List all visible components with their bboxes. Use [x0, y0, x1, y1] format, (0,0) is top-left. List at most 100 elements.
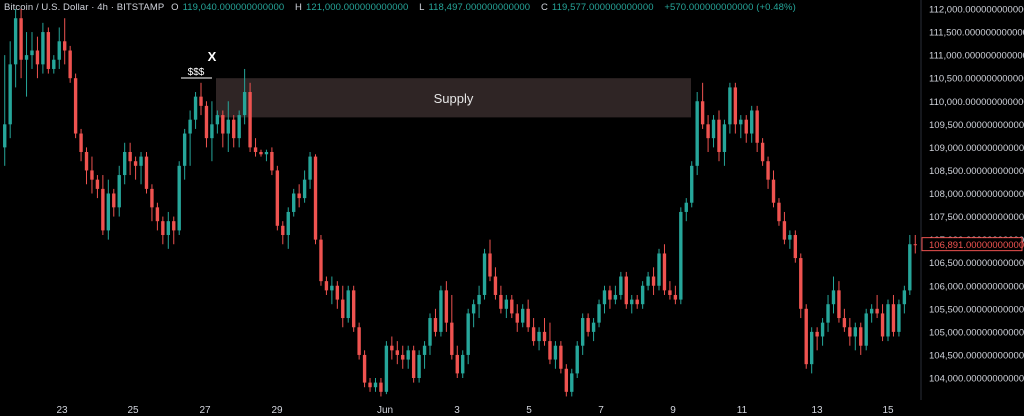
candle-body — [57, 41, 61, 60]
candle-body — [717, 119, 721, 152]
candle-body — [68, 50, 72, 79]
candle-body — [390, 345, 394, 351]
time-tick-label: 27 — [199, 405, 211, 416]
candle-body — [221, 115, 225, 134]
candles-layer — [3, 9, 917, 397]
time-tick-label: 23 — [56, 405, 68, 416]
candle-body — [902, 290, 907, 305]
candle-body — [193, 96, 198, 120]
candle-body — [411, 350, 416, 378]
price-tick-label: 110,500.000000000000 — [929, 74, 1024, 85]
candle-body — [275, 170, 280, 226]
candle-body — [728, 87, 732, 125]
candle-body — [461, 354, 465, 374]
price-tick-label: 107,500.000000000000 — [929, 212, 1024, 223]
time-axis[interactable]: 23 25 27 29 Jun 3 5 7 9 11 13 15 — [56, 405, 894, 416]
candle-body — [570, 373, 574, 392]
candle-body — [302, 179, 307, 199]
time-tick-label: 29 — [271, 405, 283, 416]
price-tick-label: 109,500.000000000000 — [929, 120, 1024, 131]
candle-body — [13, 18, 18, 65]
candle-body — [722, 124, 727, 152]
candle-body — [128, 151, 132, 162]
candle-body — [837, 290, 841, 319]
time-tick-label: 5 — [526, 405, 532, 416]
candle-body — [46, 32, 51, 69]
candle-body — [330, 285, 334, 291]
candle-body — [875, 308, 879, 314]
candle-body — [422, 345, 427, 355]
candle-body — [150, 188, 154, 208]
symbol-label: Bitcoin / U.S. Dollar · 4h · BITSTAMP — [4, 2, 165, 13]
candle-body — [24, 55, 29, 60]
candle-body — [504, 299, 509, 309]
candle-body — [30, 50, 34, 56]
candle-body — [831, 290, 836, 305]
candle-body — [35, 50, 40, 65]
candle-body — [760, 142, 765, 162]
price-tick-label: 105,000.000000000000 — [929, 327, 1024, 338]
candle-body — [117, 175, 121, 208]
candle-body — [172, 221, 176, 231]
candle-body — [799, 258, 803, 309]
candle-body — [619, 276, 623, 295]
open-value: O 119,040.000000000000 — [171, 2, 285, 13]
candle-body — [586, 318, 590, 332]
candle-body — [226, 119, 230, 134]
candle-body — [548, 341, 552, 360]
price-axis[interactable]: 112,000.000000000000 111,500.000000000000… — [929, 5, 1024, 385]
supply-zone — [216, 78, 691, 118]
candle-body — [521, 308, 525, 323]
candle-body — [630, 299, 634, 305]
time-tick-label: 15 — [882, 405, 894, 416]
price-tick-label: 110,000.000000000000 — [929, 97, 1024, 108]
candle-body — [155, 207, 160, 222]
candle-body — [41, 32, 45, 65]
candle-body — [651, 276, 656, 286]
time-tick-label: 25 — [127, 405, 139, 416]
candle-body — [79, 133, 83, 152]
candle-body — [809, 331, 814, 365]
price-tick-label: 111,000.000000000000 — [929, 51, 1024, 62]
candle-body — [253, 147, 258, 152]
price-tick-label: 105,500.000000000000 — [929, 304, 1024, 315]
candle-body — [815, 331, 819, 337]
candle-body — [766, 161, 770, 180]
candle-body — [3, 124, 7, 148]
candle-body — [362, 354, 367, 383]
candle-body — [695, 101, 699, 166]
candle-body — [450, 322, 454, 355]
candle-body — [820, 322, 825, 337]
candle-body — [444, 290, 449, 323]
candle-body — [401, 354, 405, 360]
candle-body — [466, 313, 470, 355]
candle-body — [52, 59, 56, 69]
candle-body — [564, 368, 569, 392]
candle-body — [264, 151, 269, 155]
candle-body — [406, 350, 410, 360]
candle-body — [182, 133, 187, 166]
candle-body — [292, 193, 296, 212]
candle-body — [433, 318, 438, 332]
candle-body — [493, 276, 498, 295]
candle-body — [580, 318, 585, 346]
candle-body — [575, 345, 579, 374]
candle-body — [188, 119, 192, 134]
time-tick-label: Jun — [377, 405, 393, 416]
price-tick-label: 106,000.000000000000 — [929, 281, 1024, 292]
candle-body — [112, 193, 116, 208]
candle-body — [471, 304, 476, 314]
last-price-box — [921, 237, 1023, 252]
price-tick-label: 112,000.000000000000 — [929, 5, 1024, 16]
candle-body — [341, 299, 345, 319]
price-tick-label: 108,000.000000000000 — [929, 189, 1024, 200]
x-marker: X — [208, 49, 217, 64]
candle-body — [640, 285, 645, 305]
candle-body — [537, 331, 541, 342]
candle-body — [177, 165, 181, 231]
candle-body — [739, 119, 743, 125]
candle-body — [499, 294, 503, 309]
candle-body — [482, 253, 487, 295]
